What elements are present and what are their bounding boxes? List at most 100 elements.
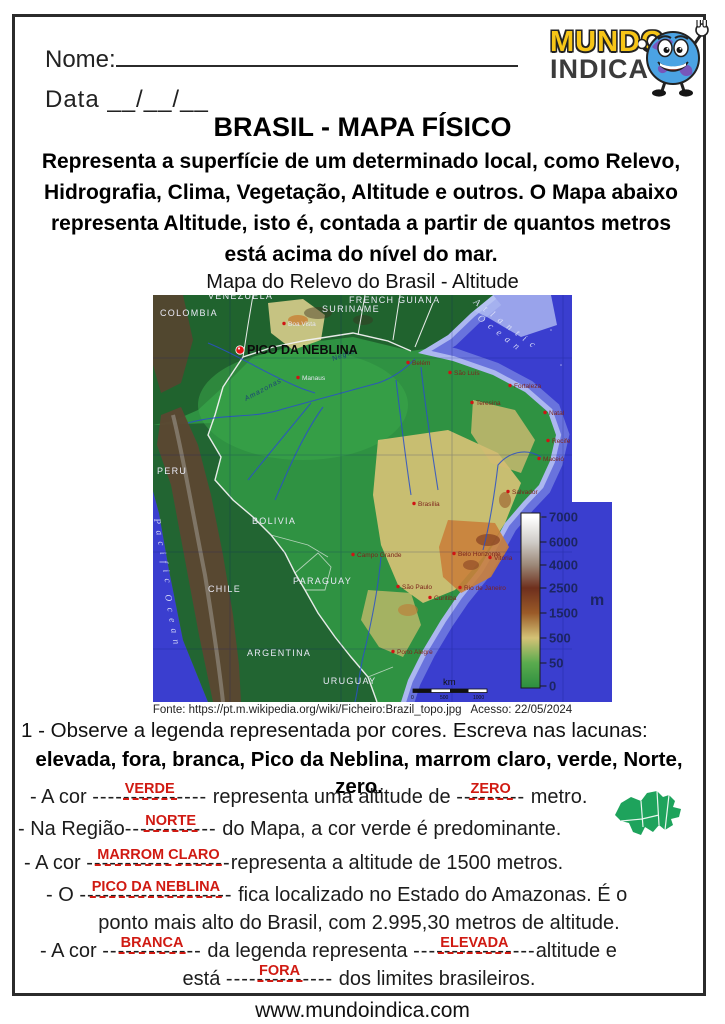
fill-line: - O -------------------- PICO DA NEBLINA … (46, 880, 628, 907)
blank-dashes: ------------ (124, 818, 217, 840)
km-scale-label: km (443, 677, 456, 688)
colorbar-tick-label: 2500 (549, 581, 578, 596)
blank-dashes: ----------- ------- (86, 852, 231, 874)
fill-line: ponto mais alto do Brasil, com 2.995,30 … (12, 912, 706, 935)
page-title: BRASIL - MAPA FÍSICO (213, 112, 512, 142)
map-city-label: Manaus (302, 375, 326, 382)
sentence-text: representa uma altitude de (207, 786, 457, 808)
map-city-label: Salvador (512, 489, 538, 496)
city-dot (282, 321, 286, 326)
map-city-label: Belém (412, 360, 430, 367)
map-city-label: Maceió (543, 456, 564, 463)
city-dot (351, 552, 355, 557)
central-plateau (373, 430, 521, 603)
blank-dashes: ------------- (102, 940, 202, 962)
blank-dashes: -------------- (225, 968, 334, 990)
map-country-label: VENEZUELA (208, 295, 273, 301)
rivers (187, 342, 542, 703)
map-city-label: Belo Horizonte (458, 551, 501, 558)
page-border (12, 14, 706, 996)
sentence-text: está (182, 968, 226, 990)
intro-paragraph: Representa a superfície de um determinad… (41, 150, 681, 266)
city-dot (546, 438, 550, 443)
sentence-text: - A cor (24, 852, 87, 874)
map-country-label: PERU (157, 466, 187, 476)
sentence-text: - Na Região (18, 818, 125, 840)
city-dot (543, 410, 547, 415)
city-dot (488, 555, 492, 560)
brazil-north-region-icon (615, 790, 681, 835)
country-borders (207, 294, 434, 703)
map-city-label: Brasília (418, 501, 440, 508)
word-bank: elevada, fora, branca, Pico da Neblina, … (35, 748, 683, 798)
name-line: Nome: (45, 46, 518, 74)
city-dot (508, 383, 512, 388)
sentence-text: da legenda representa (201, 940, 414, 962)
answer-blank: ----------- ------- MARROM CLARO (86, 848, 231, 874)
sentence-text: altitude e (535, 940, 617, 962)
colorbar-tick-label: 500 (549, 631, 571, 646)
sentence-text: - O (46, 884, 80, 906)
answer-blank: ------------- BRANCA (102, 936, 202, 962)
map-city-label: Vitória (494, 555, 513, 562)
question-1-intro: 1 - Observe a legenda representada por c… (21, 719, 648, 742)
globe-mascot-icon (638, 20, 709, 97)
answer-blank: ------------ NORTE (124, 814, 217, 840)
fill-line: - Na Região------------ NORTE do Mapa, a … (18, 814, 562, 841)
fill-line: - A cor ------------- BRANCA da legenda r… (40, 936, 617, 963)
name-blank-line (115, 60, 518, 67)
colorbar-tick-label: 7000 (549, 510, 578, 525)
website-footer: www.mundoindica.com (255, 999, 470, 1022)
map-city-label: São Paulo (402, 584, 432, 591)
colorbar-tick-label: 0 (549, 679, 556, 694)
map-source-line: Fonte: https://pt.m.wikipedia.org/wiki/F… (152, 704, 573, 716)
answer-blank: -------------------- PICO DA NEBLINA (79, 880, 232, 905)
colorbar-tick-label: 50 (549, 656, 563, 671)
city-dot (537, 456, 541, 461)
map-caption: Mapa do Relevo do Brasil - Altitude (206, 271, 519, 293)
sentence-text: - A cor (40, 940, 103, 962)
map-city-label: Boa Vista (288, 321, 316, 328)
answer-blank: ---------------- ELEVADA (413, 936, 536, 962)
map-country-label: FRENCH GUIANA (349, 295, 440, 305)
city-dot (448, 370, 452, 375)
map-city-label: Natal (549, 410, 565, 417)
sentence-text: do Mapa, a cor verde é predominante. (216, 818, 562, 840)
sentence-text: metro. (525, 786, 588, 808)
map-city-label: Curitiba (434, 595, 457, 602)
city-dot (428, 595, 432, 600)
date-line: Data __/__/__ (45, 86, 209, 113)
blank-dashes: ---------------- (413, 940, 536, 962)
city-dot (406, 360, 410, 365)
sentence-text: fica localizado no Estado do Amazonas. É… (232, 884, 628, 906)
map-city-label: Teresina (476, 400, 501, 407)
name-label: Nome: (45, 46, 116, 73)
blank-dashes: --------------- (92, 786, 208, 808)
colorbar-tick-label: 6000 (549, 535, 578, 550)
city-dot (470, 400, 474, 405)
meters-unit-label: m (590, 592, 604, 609)
pico-da-neblina-label: PICO DA NEBLINA (247, 343, 358, 357)
scale-tick-label: 0 (411, 695, 414, 701)
city-dot (506, 489, 510, 494)
map-country-label: ARGENTINA (247, 648, 311, 658)
handwritten-answer: BRANCA (118, 936, 186, 954)
blank-dashes: --------- (456, 786, 526, 808)
scale-tick-label: 1000 (473, 695, 484, 701)
map-country-label: BOLIVIA (252, 516, 296, 526)
colorbar-tick-label: 4000 (549, 558, 578, 573)
map-country-label: CHILE (208, 584, 241, 594)
map-city-label: Rio de Janeiro (464, 585, 506, 592)
altitude-colorbar (520, 512, 541, 689)
handwritten-answer: PICO DA NEBLINA (89, 880, 223, 898)
handwritten-answer: ZERO (468, 782, 513, 800)
city-dot (391, 649, 395, 654)
city-dot (452, 551, 456, 556)
answer-blank: --------------- VERDE (92, 782, 208, 808)
handwritten-answer: NORTE (143, 814, 199, 832)
sentence-text: representa a altitude de 1500 metros. (230, 852, 564, 874)
map-city-label: Recife (552, 438, 571, 445)
